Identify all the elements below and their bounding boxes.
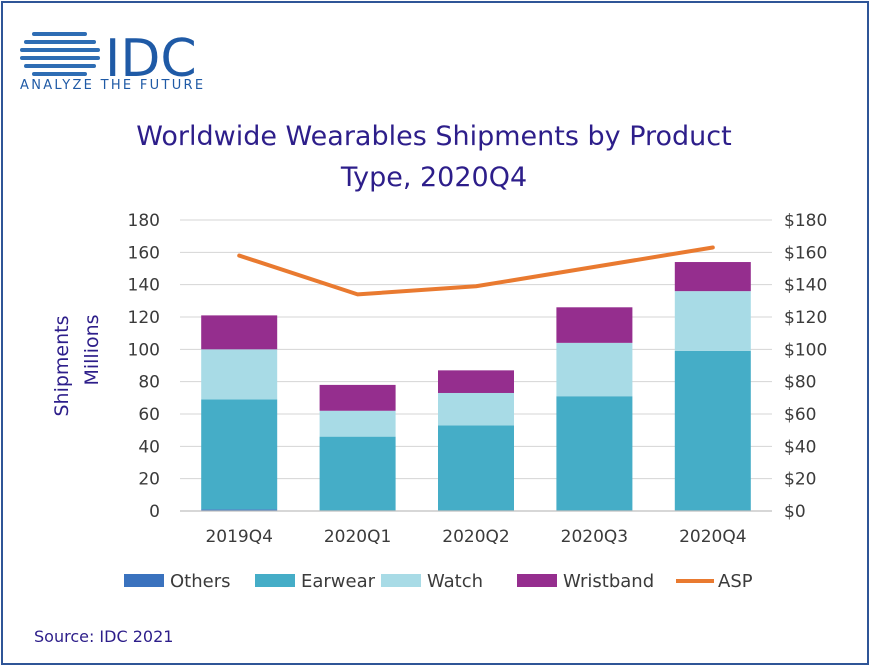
left-tick-label: 160 (128, 243, 160, 263)
left-tick-label: 0 (149, 502, 160, 522)
legend-item-earwear: Earwear (255, 571, 376, 592)
bar-others-2019q4 (201, 509, 278, 511)
right-tick-label: $80 (784, 373, 816, 393)
right-tick-label: $120 (784, 308, 827, 328)
idc-logo: IDC ANALYZE THE FUTURE (20, 29, 205, 93)
right-tick-label: $100 (784, 340, 827, 360)
asp-line-layer (237, 245, 715, 297)
y-axis-title-line-1: Shipments (51, 315, 73, 416)
right-tick-label: $180 (784, 211, 827, 231)
legend-item-watch: Watch (381, 571, 483, 592)
y-axis-title-line-2: Millions (81, 314, 103, 385)
bar-wristband-2020q2 (438, 370, 514, 393)
legend-swatch (517, 574, 557, 587)
category-label: 2020Q1 (324, 527, 391, 547)
legend-label: Wristband (563, 571, 654, 592)
right-tick-label: $160 (784, 243, 827, 263)
bar-watch-2019q4 (201, 349, 278, 400)
legend-item-asp: ASP (676, 571, 753, 592)
left-tick-label: 80 (138, 373, 160, 393)
legend-item-wristband: Wristband (517, 571, 654, 592)
bar-watch-2020q4 (674, 291, 751, 351)
bar-wristband-2020q4 (674, 262, 751, 292)
left-tick-label: 140 (128, 276, 160, 296)
bar-stacks (201, 262, 751, 511)
left-tick-label: 180 (128, 211, 160, 231)
bar-earwear-2020q3 (556, 396, 633, 511)
legend-label: Watch (427, 571, 483, 592)
bar-earwear-2019q4 (201, 399, 278, 510)
bar-wristband-2020q1 (319, 384, 396, 411)
bar-wristband-2019q4 (201, 315, 278, 350)
bar-wristband-2020q3 (556, 307, 633, 343)
right-tick-label: $60 (784, 405, 816, 425)
right-tick-label: $20 (784, 470, 816, 490)
bar-watch-2020q2 (438, 392, 514, 426)
logo-tagline: ANALYZE THE FUTURE (20, 78, 205, 93)
legend: Others Earwear Watch Wristband ASP (124, 571, 753, 592)
right-axis-ticks: $0 $20 $40 $60 $80 $100 $120 $140 $160 $180 (784, 211, 827, 522)
source-note: Source: IDC 2021 (34, 627, 173, 646)
logo-wordmark: IDC (105, 29, 197, 89)
right-tick-label: $0 (784, 502, 806, 522)
bar-earwear-2020q1 (319, 436, 396, 511)
legend-label: Others (170, 571, 231, 592)
left-tick-label: 20 (138, 470, 160, 490)
globe-icon (20, 32, 100, 76)
legend-item-others: Others (124, 571, 231, 592)
right-tick-label: $140 (784, 276, 827, 296)
left-tick-label: 40 (138, 437, 160, 457)
category-labels: 2019Q4 2020Q1 2020Q2 2020Q3 2020Q4 (205, 527, 746, 547)
left-tick-label: 60 (138, 405, 160, 425)
legend-label: ASP (718, 571, 753, 592)
chart-title-line-1: Worldwide Wearables Shipments by Product (136, 121, 731, 152)
legend-swatch (255, 574, 295, 587)
bar-watch-2020q3 (556, 342, 633, 397)
legend-label: Earwear (301, 571, 376, 592)
left-tick-label: 100 (128, 340, 160, 360)
left-axis-ticks: 0 20 40 60 80 100 120 140 160 180 (128, 211, 160, 522)
bar-earwear-2020q2 (438, 425, 514, 511)
bar-earwear-2020q4 (674, 350, 751, 511)
legend-swatch (124, 574, 164, 587)
category-label: 2020Q2 (442, 527, 509, 547)
chart-title-line-2: Type, 2020Q4 (340, 162, 527, 193)
category-label: 2020Q4 (679, 527, 746, 547)
bar-watch-2020q1 (319, 410, 396, 437)
right-tick-label: $40 (784, 437, 816, 457)
category-label: 2019Q4 (205, 527, 272, 547)
category-label: 2020Q3 (561, 527, 628, 547)
legend-swatch (381, 574, 421, 587)
left-tick-label: 120 (128, 308, 160, 328)
